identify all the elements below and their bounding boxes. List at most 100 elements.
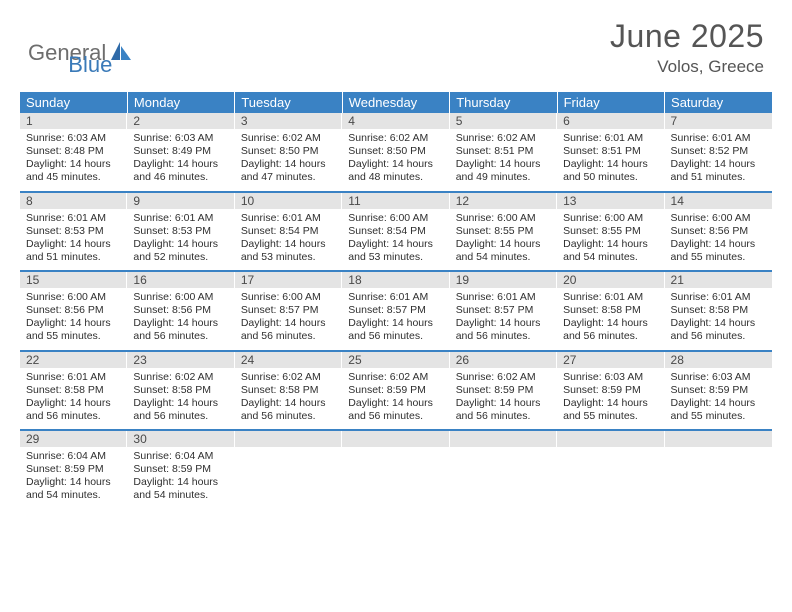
calendar-day-cell: 24Sunrise: 6:02 AMSunset: 8:58 PMDayligh… [235, 351, 342, 431]
calendar-day-cell: 9Sunrise: 6:01 AMSunset: 8:53 PMDaylight… [127, 192, 234, 272]
day-body: Sunrise: 6:00 AMSunset: 8:57 PMDaylight:… [235, 288, 342, 350]
sunset-text: Sunset: 8:57 PM [348, 304, 443, 317]
day-body: Sunrise: 6:01 AMSunset: 8:53 PMDaylight:… [127, 209, 234, 271]
calendar-day-cell: 28Sunrise: 6:03 AMSunset: 8:59 PMDayligh… [665, 351, 772, 431]
daylight-text: and 53 minutes. [348, 251, 443, 264]
daylight-text: and 56 minutes. [241, 410, 336, 423]
day-number: 9 [127, 193, 234, 209]
day-number [235, 431, 342, 447]
daylight-text: and 54 minutes. [133, 489, 228, 502]
calendar-day-cell [342, 430, 449, 509]
day-number: 18 [342, 272, 449, 288]
sunrise-text: Sunrise: 6:01 AM [26, 212, 121, 225]
day-body: Sunrise: 6:01 AMSunset: 8:58 PMDaylight:… [557, 288, 664, 350]
daylight-text: and 54 minutes. [456, 251, 551, 264]
day-body: Sunrise: 6:01 AMSunset: 8:52 PMDaylight:… [665, 129, 772, 191]
sunrise-text: Sunrise: 6:02 AM [133, 371, 228, 384]
daylight-text: and 47 minutes. [241, 171, 336, 184]
weekday-header: Sunday [20, 92, 127, 113]
calendar-day-cell: 6Sunrise: 6:01 AMSunset: 8:51 PMDaylight… [557, 113, 664, 192]
page-header: General Blue June 2025 Volos, Greece [0, 0, 792, 86]
weekday-header: Thursday [450, 92, 557, 113]
sunrise-text: Sunrise: 6:01 AM [563, 291, 658, 304]
calendar-day-cell: 27Sunrise: 6:03 AMSunset: 8:59 PMDayligh… [557, 351, 664, 431]
daylight-text: Daylight: 14 hours [456, 238, 551, 251]
calendar-day-cell: 19Sunrise: 6:01 AMSunset: 8:57 PMDayligh… [450, 271, 557, 351]
sunset-text: Sunset: 8:58 PM [671, 304, 766, 317]
logo-sail-icon [110, 41, 132, 66]
calendar-day-cell: 3Sunrise: 6:02 AMSunset: 8:50 PMDaylight… [235, 113, 342, 192]
sunrise-text: Sunrise: 6:01 AM [671, 291, 766, 304]
daylight-text: and 56 minutes. [241, 330, 336, 343]
day-number: 4 [342, 113, 449, 129]
sunrise-text: Sunrise: 6:01 AM [241, 212, 336, 225]
daylight-text: Daylight: 14 hours [133, 397, 228, 410]
sunset-text: Sunset: 8:59 PM [26, 463, 121, 476]
calendar-grid: Sunday Monday Tuesday Wednesday Thursday… [20, 92, 772, 509]
weekday-header: Wednesday [342, 92, 449, 113]
day-number: 21 [665, 272, 772, 288]
daylight-text: and 56 minutes. [671, 330, 766, 343]
sunset-text: Sunset: 8:59 PM [348, 384, 443, 397]
sunrise-text: Sunrise: 6:00 AM [241, 291, 336, 304]
daylight-text: Daylight: 14 hours [133, 476, 228, 489]
daylight-text: Daylight: 14 hours [671, 158, 766, 171]
daylight-text: Daylight: 14 hours [563, 397, 658, 410]
day-body: Sunrise: 6:01 AMSunset: 8:57 PMDaylight:… [342, 288, 449, 350]
logo-word-2: Blue [68, 52, 112, 78]
sunset-text: Sunset: 8:54 PM [348, 225, 443, 238]
daylight-text: and 50 minutes. [563, 171, 658, 184]
day-body: Sunrise: 6:01 AMSunset: 8:58 PMDaylight:… [665, 288, 772, 350]
day-body: Sunrise: 6:03 AMSunset: 8:48 PMDaylight:… [20, 129, 127, 191]
daylight-text: and 45 minutes. [26, 171, 121, 184]
calendar-day-cell: 14Sunrise: 6:00 AMSunset: 8:56 PMDayligh… [665, 192, 772, 272]
calendar-day-cell: 4Sunrise: 6:02 AMSunset: 8:50 PMDaylight… [342, 113, 449, 192]
calendar-day-cell: 5Sunrise: 6:02 AMSunset: 8:51 PMDaylight… [450, 113, 557, 192]
daylight-text: Daylight: 14 hours [671, 397, 766, 410]
sunset-text: Sunset: 8:59 PM [456, 384, 551, 397]
daylight-text: and 51 minutes. [671, 171, 766, 184]
daylight-text: Daylight: 14 hours [26, 397, 121, 410]
day-body: Sunrise: 6:01 AMSunset: 8:58 PMDaylight:… [20, 368, 127, 430]
day-number [557, 431, 664, 447]
daylight-text: and 55 minutes. [26, 330, 121, 343]
sunset-text: Sunset: 8:58 PM [241, 384, 336, 397]
day-body [342, 447, 449, 505]
day-number: 5 [450, 113, 557, 129]
calendar-week-row: 22Sunrise: 6:01 AMSunset: 8:58 PMDayligh… [20, 351, 772, 431]
daylight-text: and 56 minutes. [456, 410, 551, 423]
daylight-text: Daylight: 14 hours [348, 397, 443, 410]
sunrise-text: Sunrise: 6:02 AM [348, 371, 443, 384]
day-number: 12 [450, 193, 557, 209]
calendar-week-row: 1Sunrise: 6:03 AMSunset: 8:48 PMDaylight… [20, 113, 772, 192]
daylight-text: and 56 minutes. [348, 410, 443, 423]
day-number: 6 [557, 113, 664, 129]
daylight-text: Daylight: 14 hours [563, 238, 658, 251]
calendar-day-cell [665, 430, 772, 509]
day-number: 15 [20, 272, 127, 288]
daylight-text: Daylight: 14 hours [348, 238, 443, 251]
sunset-text: Sunset: 8:51 PM [456, 145, 551, 158]
calendar-day-cell: 16Sunrise: 6:00 AMSunset: 8:56 PMDayligh… [127, 271, 234, 351]
sunset-text: Sunset: 8:59 PM [133, 463, 228, 476]
day-number: 8 [20, 193, 127, 209]
day-body: Sunrise: 6:00 AMSunset: 8:56 PMDaylight:… [127, 288, 234, 350]
calendar-week-row: 15Sunrise: 6:00 AMSunset: 8:56 PMDayligh… [20, 271, 772, 351]
daylight-text: Daylight: 14 hours [456, 397, 551, 410]
calendar-day-cell: 7Sunrise: 6:01 AMSunset: 8:52 PMDaylight… [665, 113, 772, 192]
sunset-text: Sunset: 8:50 PM [241, 145, 336, 158]
daylight-text: Daylight: 14 hours [456, 317, 551, 330]
sunrise-text: Sunrise: 6:00 AM [563, 212, 658, 225]
sunrise-text: Sunrise: 6:01 AM [671, 132, 766, 145]
sunset-text: Sunset: 8:59 PM [563, 384, 658, 397]
sunrise-text: Sunrise: 6:01 AM [563, 132, 658, 145]
calendar-day-cell: 10Sunrise: 6:01 AMSunset: 8:54 PMDayligh… [235, 192, 342, 272]
sunset-text: Sunset: 8:51 PM [563, 145, 658, 158]
sunset-text: Sunset: 8:52 PM [671, 145, 766, 158]
day-number: 24 [235, 352, 342, 368]
day-body: Sunrise: 6:04 AMSunset: 8:59 PMDaylight:… [20, 447, 127, 509]
calendar-day-cell: 8Sunrise: 6:01 AMSunset: 8:53 PMDaylight… [20, 192, 127, 272]
sunset-text: Sunset: 8:50 PM [348, 145, 443, 158]
day-body [557, 447, 664, 505]
calendar-day-cell [557, 430, 664, 509]
